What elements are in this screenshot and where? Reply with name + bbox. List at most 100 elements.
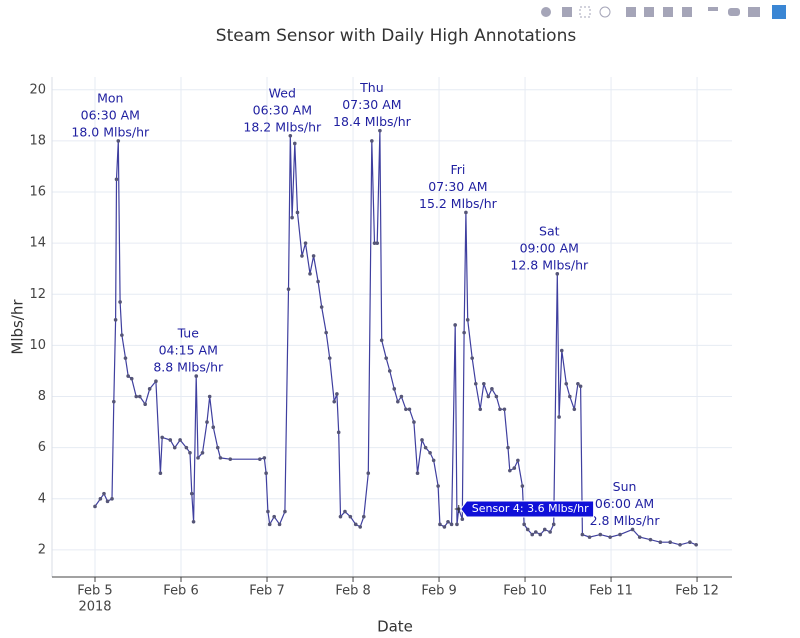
hover-closest-button[interactable] xyxy=(728,8,740,16)
data-point xyxy=(555,272,560,276)
data-point xyxy=(568,394,572,399)
pan-button[interactable] xyxy=(562,7,572,17)
hover-label xyxy=(460,500,595,518)
x-tick-label: Feb 8 xyxy=(335,584,370,599)
data-point xyxy=(396,399,400,404)
data-point xyxy=(392,387,397,391)
annotation-text: 06:00 AM xyxy=(595,496,654,511)
data-point xyxy=(264,471,268,476)
data-point xyxy=(462,330,466,335)
data-point xyxy=(295,210,300,215)
data-point xyxy=(194,374,199,378)
y-tick-label: 10 xyxy=(29,338,46,353)
data-point xyxy=(160,435,164,440)
annotation-text: 06:30 AM xyxy=(253,102,312,117)
data-point xyxy=(361,514,366,519)
data-point xyxy=(598,532,603,537)
data-point xyxy=(336,430,341,435)
x-tick-label: Feb 12 xyxy=(675,584,719,599)
data-point xyxy=(188,450,192,455)
annotation-text: Tue xyxy=(177,326,200,341)
data-point xyxy=(449,522,454,527)
data-point xyxy=(366,471,371,476)
y-tick-label: 2 xyxy=(38,542,46,557)
data-point xyxy=(658,540,663,545)
zoom-in-button[interactable] xyxy=(626,7,636,17)
data-point xyxy=(618,532,622,537)
reset-button[interactable] xyxy=(682,7,692,17)
annotation-text: 18.4 Mlbs/hr xyxy=(333,114,412,129)
data-point xyxy=(486,394,491,399)
data-point xyxy=(205,420,209,424)
modebar xyxy=(541,5,786,19)
data-point xyxy=(473,381,478,386)
y-axis-title: Mlbs/hr xyxy=(9,299,27,355)
x-tick-label: Feb 10 xyxy=(503,584,547,599)
data-point xyxy=(678,542,682,547)
data-point xyxy=(465,318,470,322)
data-point xyxy=(694,542,698,547)
data-point xyxy=(102,491,106,496)
zoom-out-button[interactable] xyxy=(644,7,654,17)
annotation-text: 18.0 Mlbs/hr xyxy=(71,124,150,139)
annotation-text: Thu xyxy=(359,80,383,95)
data-point xyxy=(335,392,339,396)
data-point xyxy=(578,384,583,389)
data-point xyxy=(415,471,420,476)
data-point xyxy=(436,484,440,488)
data-point xyxy=(105,499,110,504)
data-point xyxy=(423,445,428,450)
annotation-text: 15.2 Mlbs/hr xyxy=(419,196,498,211)
y-tick-label: 16 xyxy=(29,185,46,200)
data-point xyxy=(407,407,412,412)
data-point xyxy=(154,379,158,383)
box-select-button[interactable] xyxy=(579,6,591,18)
data-point xyxy=(112,399,116,404)
x-tick-label: Feb 7 xyxy=(249,584,284,599)
data-point xyxy=(464,210,468,215)
data-point xyxy=(118,300,122,304)
data-point xyxy=(147,387,152,391)
data-point xyxy=(453,323,457,327)
data-point xyxy=(530,532,535,537)
data-point xyxy=(123,356,128,360)
annotation-text: 8.8 Mlbs/hr xyxy=(153,360,224,375)
data-point xyxy=(178,438,182,442)
data-point xyxy=(580,532,585,537)
plotly-logo[interactable] xyxy=(772,5,786,19)
data-point xyxy=(516,458,520,463)
data-point xyxy=(266,509,270,514)
annotation-text: Wed xyxy=(269,85,296,100)
data-point xyxy=(551,522,556,527)
data-point xyxy=(446,519,450,524)
data-point xyxy=(564,381,569,386)
data-point xyxy=(129,376,134,381)
y-tick-label: 14 xyxy=(29,236,46,251)
lasso-button[interactable] xyxy=(599,6,611,18)
data-point xyxy=(557,415,561,419)
annotation-text: 09:00 AM xyxy=(520,240,579,255)
hover-compare-button[interactable] xyxy=(748,7,760,17)
annotation-text: 2.8 Mlbs/hr xyxy=(590,513,661,528)
data-point xyxy=(428,450,432,455)
zoom-button[interactable] xyxy=(541,7,551,17)
spike-button[interactable] xyxy=(708,7,718,11)
data-point xyxy=(172,445,177,450)
data-point xyxy=(113,318,118,322)
data-point xyxy=(267,522,272,527)
data-point xyxy=(548,530,552,534)
annotation-text: Sun xyxy=(613,479,637,494)
data-point xyxy=(478,407,483,412)
x-tick-label: Feb 5 xyxy=(77,584,112,599)
data-point xyxy=(277,522,282,527)
chart-title: Steam Sensor with Daily High Annotations xyxy=(216,26,577,46)
data-point xyxy=(542,527,547,532)
data-point xyxy=(290,215,294,220)
data-point xyxy=(200,450,205,455)
data-point xyxy=(93,504,97,509)
autoscale-button[interactable] xyxy=(663,7,673,17)
data-point xyxy=(316,279,320,284)
data-point xyxy=(116,139,121,143)
data-point xyxy=(438,522,442,527)
x-axis-title: Date xyxy=(377,618,413,636)
